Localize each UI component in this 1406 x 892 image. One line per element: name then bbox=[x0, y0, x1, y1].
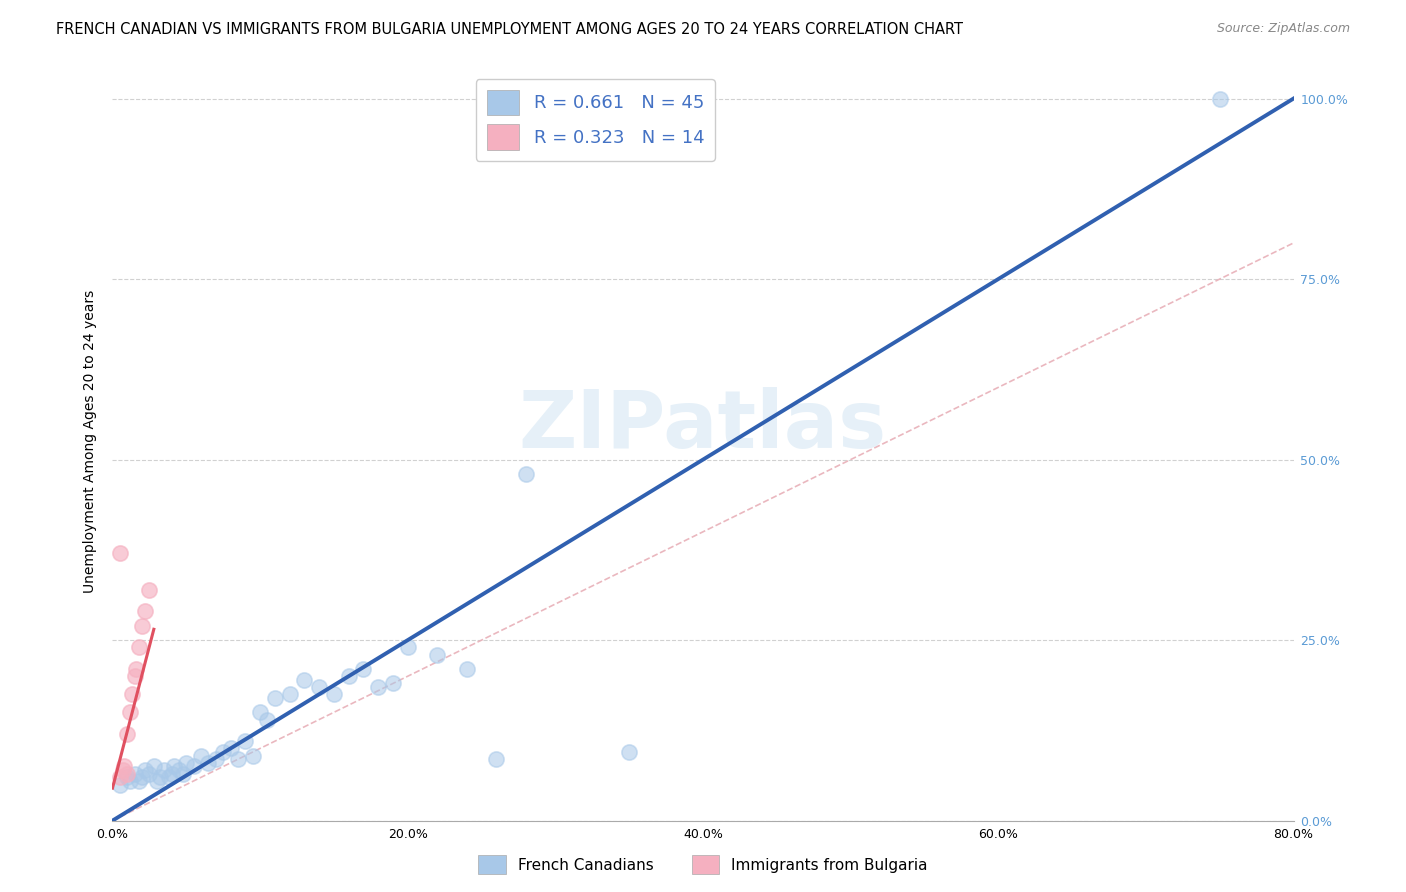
Point bbox=[120, 706, 142, 720]
Point bbox=[323, 687, 346, 701]
Point bbox=[226, 752, 249, 766]
Point bbox=[337, 669, 360, 683]
Point bbox=[138, 766, 160, 780]
Point bbox=[128, 773, 150, 788]
Point bbox=[515, 467, 537, 481]
Point bbox=[163, 759, 186, 773]
Legend: R = 0.661   N = 45, R = 0.323   N = 14: R = 0.661 N = 45, R = 0.323 N = 14 bbox=[475, 79, 716, 161]
Point bbox=[212, 745, 235, 759]
Point bbox=[108, 778, 131, 792]
Y-axis label: Unemployment Among Ages 20 to 24 years: Unemployment Among Ages 20 to 24 years bbox=[83, 290, 97, 593]
Point bbox=[112, 759, 135, 773]
Point bbox=[134, 763, 156, 777]
Point bbox=[111, 763, 134, 777]
Point bbox=[456, 662, 478, 676]
Point bbox=[382, 676, 405, 690]
Point bbox=[124, 669, 146, 683]
Point bbox=[174, 756, 197, 770]
Point bbox=[426, 648, 449, 662]
Point bbox=[485, 752, 508, 766]
Text: FRENCH CANADIAN VS IMMIGRANTS FROM BULGARIA UNEMPLOYMENT AMONG AGES 20 TO 24 YEA: FRENCH CANADIAN VS IMMIGRANTS FROM BULGA… bbox=[56, 22, 963, 37]
Point bbox=[146, 773, 169, 788]
Text: Source: ZipAtlas.com: Source: ZipAtlas.com bbox=[1216, 22, 1350, 36]
Point bbox=[138, 582, 160, 597]
Point bbox=[142, 759, 165, 773]
Point bbox=[219, 741, 242, 756]
Legend: French Canadians, Immigrants from Bulgaria: French Canadians, Immigrants from Bulgar… bbox=[472, 849, 934, 880]
Point bbox=[242, 748, 264, 763]
Point bbox=[233, 734, 256, 748]
Point bbox=[167, 763, 190, 777]
Point bbox=[172, 766, 194, 780]
Point bbox=[108, 546, 131, 560]
Point bbox=[160, 766, 183, 780]
Point bbox=[131, 618, 153, 632]
Point bbox=[1208, 91, 1232, 105]
Point bbox=[153, 763, 176, 777]
Point bbox=[352, 662, 374, 676]
Point bbox=[117, 766, 138, 780]
Point bbox=[278, 687, 301, 701]
Point bbox=[619, 745, 641, 759]
Point bbox=[128, 640, 150, 655]
Point bbox=[396, 640, 419, 655]
Point bbox=[197, 756, 219, 770]
Point bbox=[183, 759, 205, 773]
Point bbox=[108, 770, 131, 784]
Point bbox=[125, 662, 148, 676]
Point bbox=[292, 673, 315, 687]
Point bbox=[124, 766, 146, 780]
Point bbox=[117, 770, 138, 784]
Point bbox=[205, 752, 228, 766]
Point bbox=[249, 706, 271, 720]
Point bbox=[120, 773, 142, 788]
Point bbox=[134, 604, 156, 618]
Point bbox=[264, 690, 287, 705]
Point bbox=[367, 680, 389, 694]
Point bbox=[157, 770, 180, 784]
Text: ZIPatlas: ZIPatlas bbox=[519, 387, 887, 466]
Point bbox=[190, 748, 212, 763]
Point bbox=[308, 680, 330, 694]
Point bbox=[131, 770, 153, 784]
Point bbox=[256, 713, 278, 727]
Point bbox=[149, 770, 172, 784]
Point bbox=[121, 687, 143, 701]
Point bbox=[117, 727, 138, 741]
